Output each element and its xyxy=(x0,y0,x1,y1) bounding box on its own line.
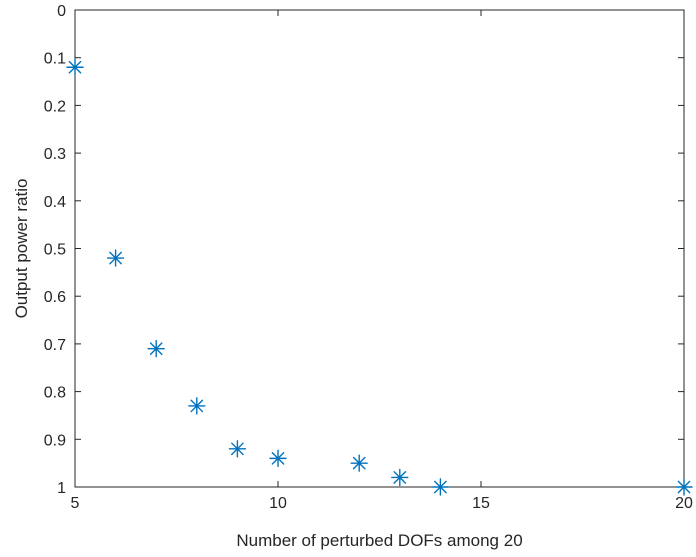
x-tick-label: 20 xyxy=(675,495,693,512)
data-point xyxy=(106,249,125,267)
y-tick-label: 0.5 xyxy=(44,242,66,259)
plot-area xyxy=(74,9,685,488)
y-axis-label: Output power ratio xyxy=(12,179,31,319)
x-tick-label: 10 xyxy=(269,495,287,512)
axis-ticks: 5 10 15 20 0 0.1 0.2 0.3 0.4 0.5 0.6 0.7 0.8 0.9 1 xyxy=(44,3,693,512)
y-tick-label: 0.1 xyxy=(44,51,66,68)
y-tick-label: 1 xyxy=(57,480,66,497)
data-point xyxy=(431,478,450,496)
x-tick-label: 15 xyxy=(472,495,490,512)
data-point xyxy=(675,478,693,496)
y-tick-label: 0.4 xyxy=(44,194,66,211)
y-tick-label: 0.3 xyxy=(44,146,66,163)
y-tick-label: 0.6 xyxy=(44,289,66,306)
y-tick-label: 0 xyxy=(57,3,66,20)
data-point xyxy=(269,449,287,468)
y-tick-label: 0.7 xyxy=(44,337,66,354)
data-points xyxy=(66,58,693,496)
data-point xyxy=(228,440,247,458)
x-axis-label: Number of perturbed DOFs among 20 xyxy=(236,531,522,550)
y-tick-label: 0.2 xyxy=(44,98,66,115)
y-tick-label: 0.9 xyxy=(44,432,66,449)
data-point xyxy=(391,468,409,487)
data-point xyxy=(350,454,368,472)
x-tick-label: 5 xyxy=(71,495,80,512)
data-point xyxy=(147,339,165,358)
data-point xyxy=(66,58,84,76)
data-point xyxy=(188,397,206,415)
y-tick-label: 0.8 xyxy=(44,385,66,402)
